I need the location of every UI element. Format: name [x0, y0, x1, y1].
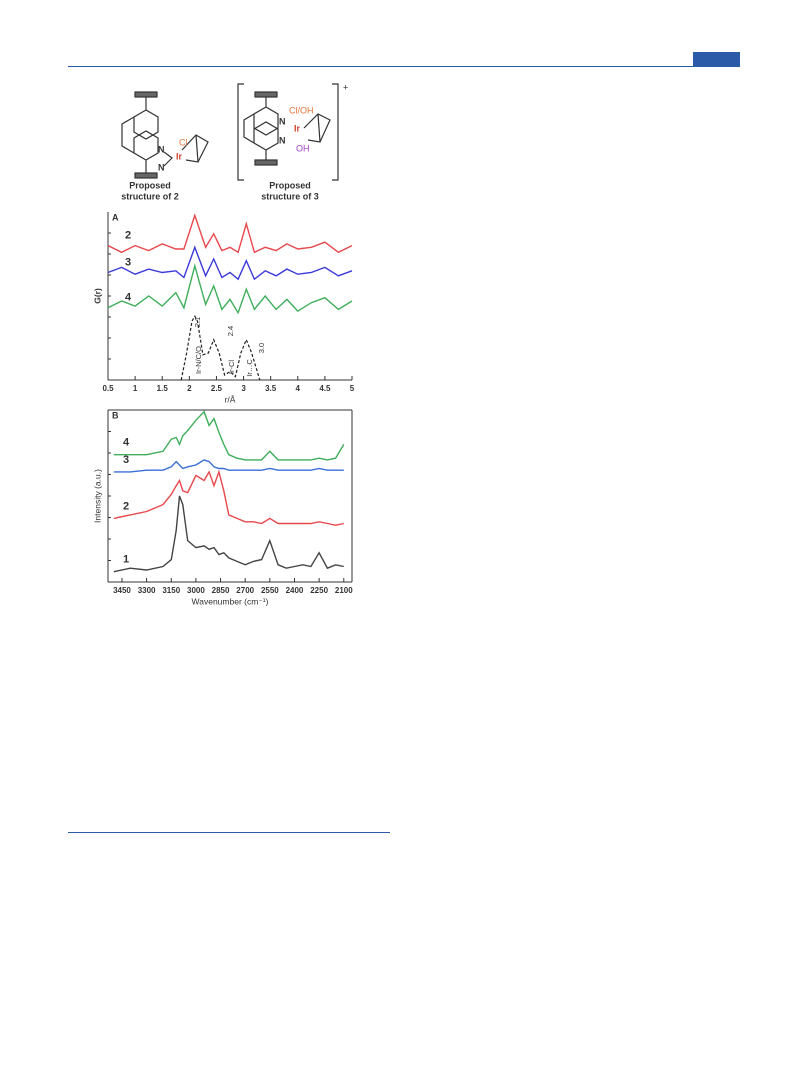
panel-label: B	[112, 410, 119, 420]
ring	[243, 113, 255, 144]
cod-ring	[303, 113, 331, 143]
x-tick-label: 5	[350, 384, 355, 393]
atom-label: N	[279, 135, 286, 145]
x-tick-label: 4.5	[319, 384, 331, 393]
series-label: 2	[125, 230, 131, 242]
panel-label: A	[112, 212, 119, 222]
bond	[195, 134, 199, 163]
series-line	[113, 469, 344, 526]
x-tick-label: 2400	[286, 586, 304, 595]
structure-left	[121, 91, 209, 179]
annotation: Ir…C	[245, 359, 254, 377]
x-tick-label: 2250	[310, 586, 328, 595]
atom-label: Ir	[294, 123, 301, 133]
bond	[163, 151, 173, 167]
x-tick-label: 3300	[138, 586, 156, 595]
caption: Proposed	[269, 180, 311, 190]
x-tick-label: 2550	[261, 586, 279, 595]
substituent	[254, 91, 278, 98]
atom-label: N	[158, 162, 165, 172]
caption: Proposed	[129, 180, 171, 190]
annotation: Ir-Cl	[227, 360, 236, 374]
x-tick-label: 1.5	[157, 384, 169, 393]
bracket	[237, 83, 244, 181]
ring	[121, 116, 135, 154]
series-label: 3	[125, 256, 131, 268]
series-line	[113, 495, 344, 573]
x-tick-label: 3000	[187, 586, 205, 595]
x-tick-label: 3450	[113, 586, 131, 595]
series-line	[107, 245, 353, 281]
header-tab	[693, 52, 740, 66]
atom-label: OH	[296, 143, 310, 153]
annotation: 3.0	[257, 343, 266, 353]
x-tick-label: 1	[133, 384, 138, 393]
annotation: 2.1	[193, 317, 202, 327]
series-line	[180, 314, 261, 381]
series-line	[113, 459, 344, 473]
y-axis-title: Intensity (a.u.)	[92, 469, 102, 523]
x-axis-title: r/Å	[225, 394, 236, 404]
series-label: 1	[123, 554, 129, 566]
atom-label: Ir	[176, 151, 183, 161]
x-tick-label: 2700	[236, 586, 254, 595]
bond	[317, 113, 321, 143]
annotation: Ir-N/C/O	[194, 346, 203, 374]
x-tick-label: 0.5	[102, 384, 114, 393]
atom-label: N	[279, 116, 286, 126]
series-label: 4	[125, 292, 132, 304]
y-axis-title: G(r)	[92, 288, 102, 304]
ring	[133, 97, 159, 140]
annotation: 2.4	[226, 326, 235, 336]
x-tick-label: 2850	[212, 586, 230, 595]
x-tick-label: 3	[241, 384, 246, 393]
x-tick-label: 4	[296, 384, 301, 393]
series-line	[107, 263, 353, 315]
caption: structure of 3	[261, 191, 319, 201]
charge: +	[343, 82, 348, 92]
series-label: 4	[123, 437, 130, 449]
x-tick-label: 3150	[162, 586, 180, 595]
ring	[253, 121, 279, 160]
x-tick-label: 2100	[335, 586, 353, 595]
series-line	[113, 410, 345, 461]
atom-label: N	[158, 144, 165, 154]
substituent	[134, 172, 158, 179]
ring	[253, 97, 279, 136]
substituent	[254, 159, 278, 166]
substituent	[134, 91, 158, 98]
series-label: 3	[123, 454, 129, 466]
series-label: 2	[123, 500, 129, 512]
bracket	[332, 83, 339, 181]
caption: structure of 2	[121, 191, 179, 201]
ring	[133, 130, 159, 173]
x-tick-label: 3.5	[265, 384, 277, 393]
atom-label: Cl	[179, 137, 188, 147]
series-line	[107, 213, 353, 254]
x-axis-title: Wavenumber (cm⁻¹)	[192, 596, 269, 606]
structure-right	[237, 83, 339, 181]
atom-label: Cl/OH	[289, 105, 314, 115]
x-tick-label: 2	[187, 384, 192, 393]
cod-ring	[181, 134, 209, 163]
x-tick-label: 2.5	[211, 384, 223, 393]
